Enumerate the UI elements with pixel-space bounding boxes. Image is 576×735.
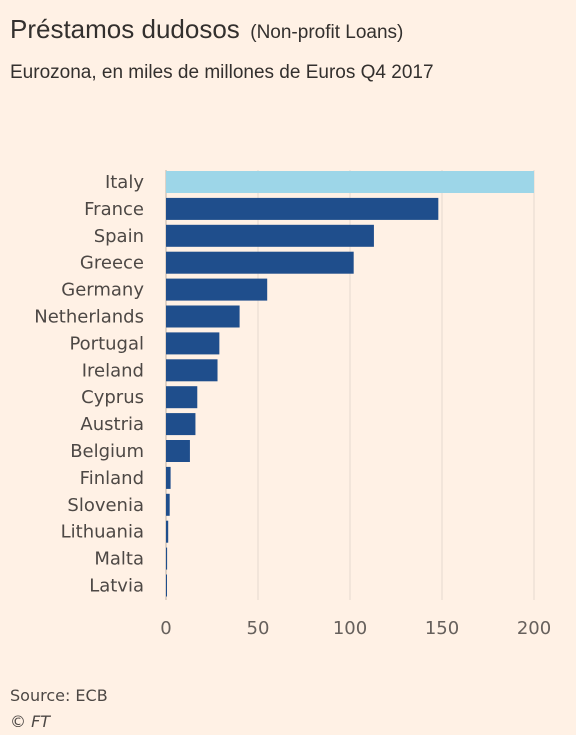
bar-slovenia bbox=[166, 493, 170, 516]
bar-malta bbox=[166, 547, 168, 570]
category-label: Ireland bbox=[82, 360, 144, 381]
category-label: Finland bbox=[80, 468, 144, 489]
bar-cyprus bbox=[166, 386, 198, 409]
category-label: France bbox=[84, 199, 144, 220]
bar-greece bbox=[166, 251, 354, 274]
x-tick-label: 150 bbox=[425, 618, 459, 639]
category-label: Netherlands bbox=[34, 307, 144, 328]
category-label: Slovenia bbox=[67, 495, 144, 516]
category-label: Cyprus bbox=[81, 387, 144, 408]
category-label: Germany bbox=[61, 280, 144, 301]
category-label: Latvia bbox=[89, 576, 144, 597]
category-label: Spain bbox=[94, 226, 144, 247]
x-tick-label: 0 bbox=[160, 618, 171, 639]
bar-ireland bbox=[166, 359, 218, 382]
x-tick-label: 100 bbox=[333, 618, 367, 639]
category-label: Italy bbox=[105, 172, 144, 193]
bar-austria bbox=[166, 413, 196, 436]
bar-finland bbox=[166, 466, 171, 489]
bar-germany bbox=[166, 278, 268, 301]
category-label: Malta bbox=[94, 549, 144, 570]
bar-spain bbox=[166, 224, 374, 247]
x-tick-label: 200 bbox=[517, 618, 551, 639]
bar-lithuania bbox=[166, 520, 169, 543]
bar-latvia bbox=[166, 574, 167, 597]
bar-portugal bbox=[166, 332, 220, 355]
source-note: Source: ECB bbox=[10, 686, 108, 705]
chart-subtitle: Eurozona, en miles de millones de Euros … bbox=[10, 62, 434, 83]
bar-netherlands bbox=[166, 305, 240, 328]
category-label: Portugal bbox=[69, 333, 144, 354]
copyright-note: © FT bbox=[10, 712, 51, 731]
bar-belgium bbox=[166, 440, 190, 462]
category-label: Greece bbox=[80, 253, 144, 274]
category-label: Austria bbox=[80, 414, 144, 435]
bar-france bbox=[166, 197, 439, 220]
chart-title: Préstamos dudosos bbox=[10, 14, 240, 44]
chart-title-row: Préstamos dudosos (Non-profit Loans) bbox=[10, 14, 403, 45]
chart-title-parenthetical: (Non-profit Loans) bbox=[250, 22, 404, 43]
category-label: Belgium bbox=[70, 441, 144, 462]
category-label: Lithuania bbox=[61, 522, 144, 543]
bar-italy bbox=[166, 171, 534, 193]
x-tick-label: 50 bbox=[247, 618, 270, 639]
